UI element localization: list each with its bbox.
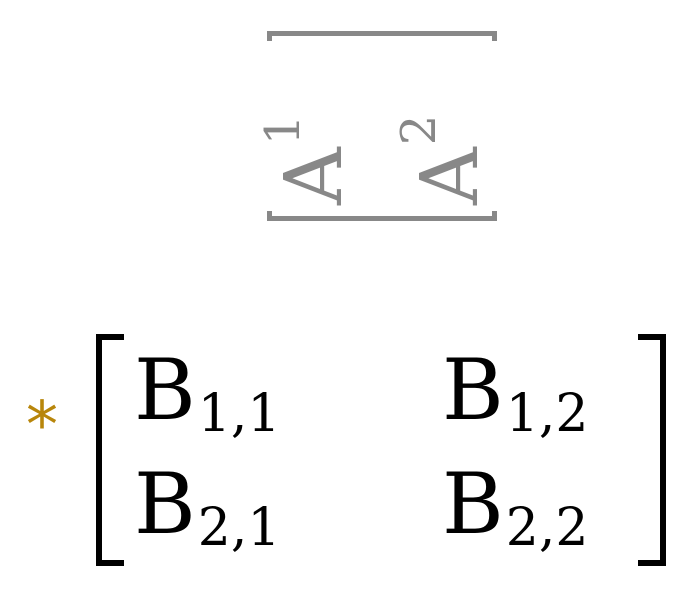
matrix-b-cell-2-1-base: B — [134, 455, 196, 553]
vector-a-right-bracket — [267, 31, 497, 41]
matrix-b: B1,1 B1,2 B2,1 B2,2 — [96, 334, 666, 566]
matrix-b-cell-2-1: B2,1 — [134, 455, 280, 554]
matrix-b-cell-1-1-subscript: 1,1 — [197, 384, 281, 444]
matrix-b-cell-1-2-base: B — [442, 341, 504, 439]
matrix-b-cell-2-2-base: B — [442, 455, 504, 553]
vector-a-entry-2-base: A — [403, 147, 496, 205]
vector-a-entry-1: A1 — [255, 115, 360, 205]
matrix-b-cell-2-2: B2,2 — [442, 455, 588, 554]
matrix-b-left-bracket — [96, 334, 124, 566]
matrix-b-right-bracket — [638, 334, 666, 566]
vector-a-entry-1-superscript: 1 — [255, 114, 311, 146]
vector-a-entry-2: A2 — [391, 115, 496, 205]
matrix-b-cell-1-1-base: B — [134, 341, 196, 439]
matrix-b-cell-1-1: B1,1 — [134, 341, 280, 440]
vector-a-entry-1-base: A — [267, 147, 360, 205]
matrix-b-cell-2-1-subscript: 2,1 — [197, 498, 281, 558]
vector-a-entry-2-superscript: 2 — [391, 114, 447, 146]
multiply-operator: * — [26, 389, 58, 463]
matrix-b-cell-2-2-subscript: 2,2 — [505, 498, 589, 558]
matrix-b-cell-1-2: B1,2 — [442, 341, 588, 440]
vector-a: A1 A2 — [255, 31, 497, 221]
vector-a-left-bracket — [267, 211, 497, 221]
matrix-b-cell-1-2-subscript: 1,2 — [505, 384, 589, 444]
